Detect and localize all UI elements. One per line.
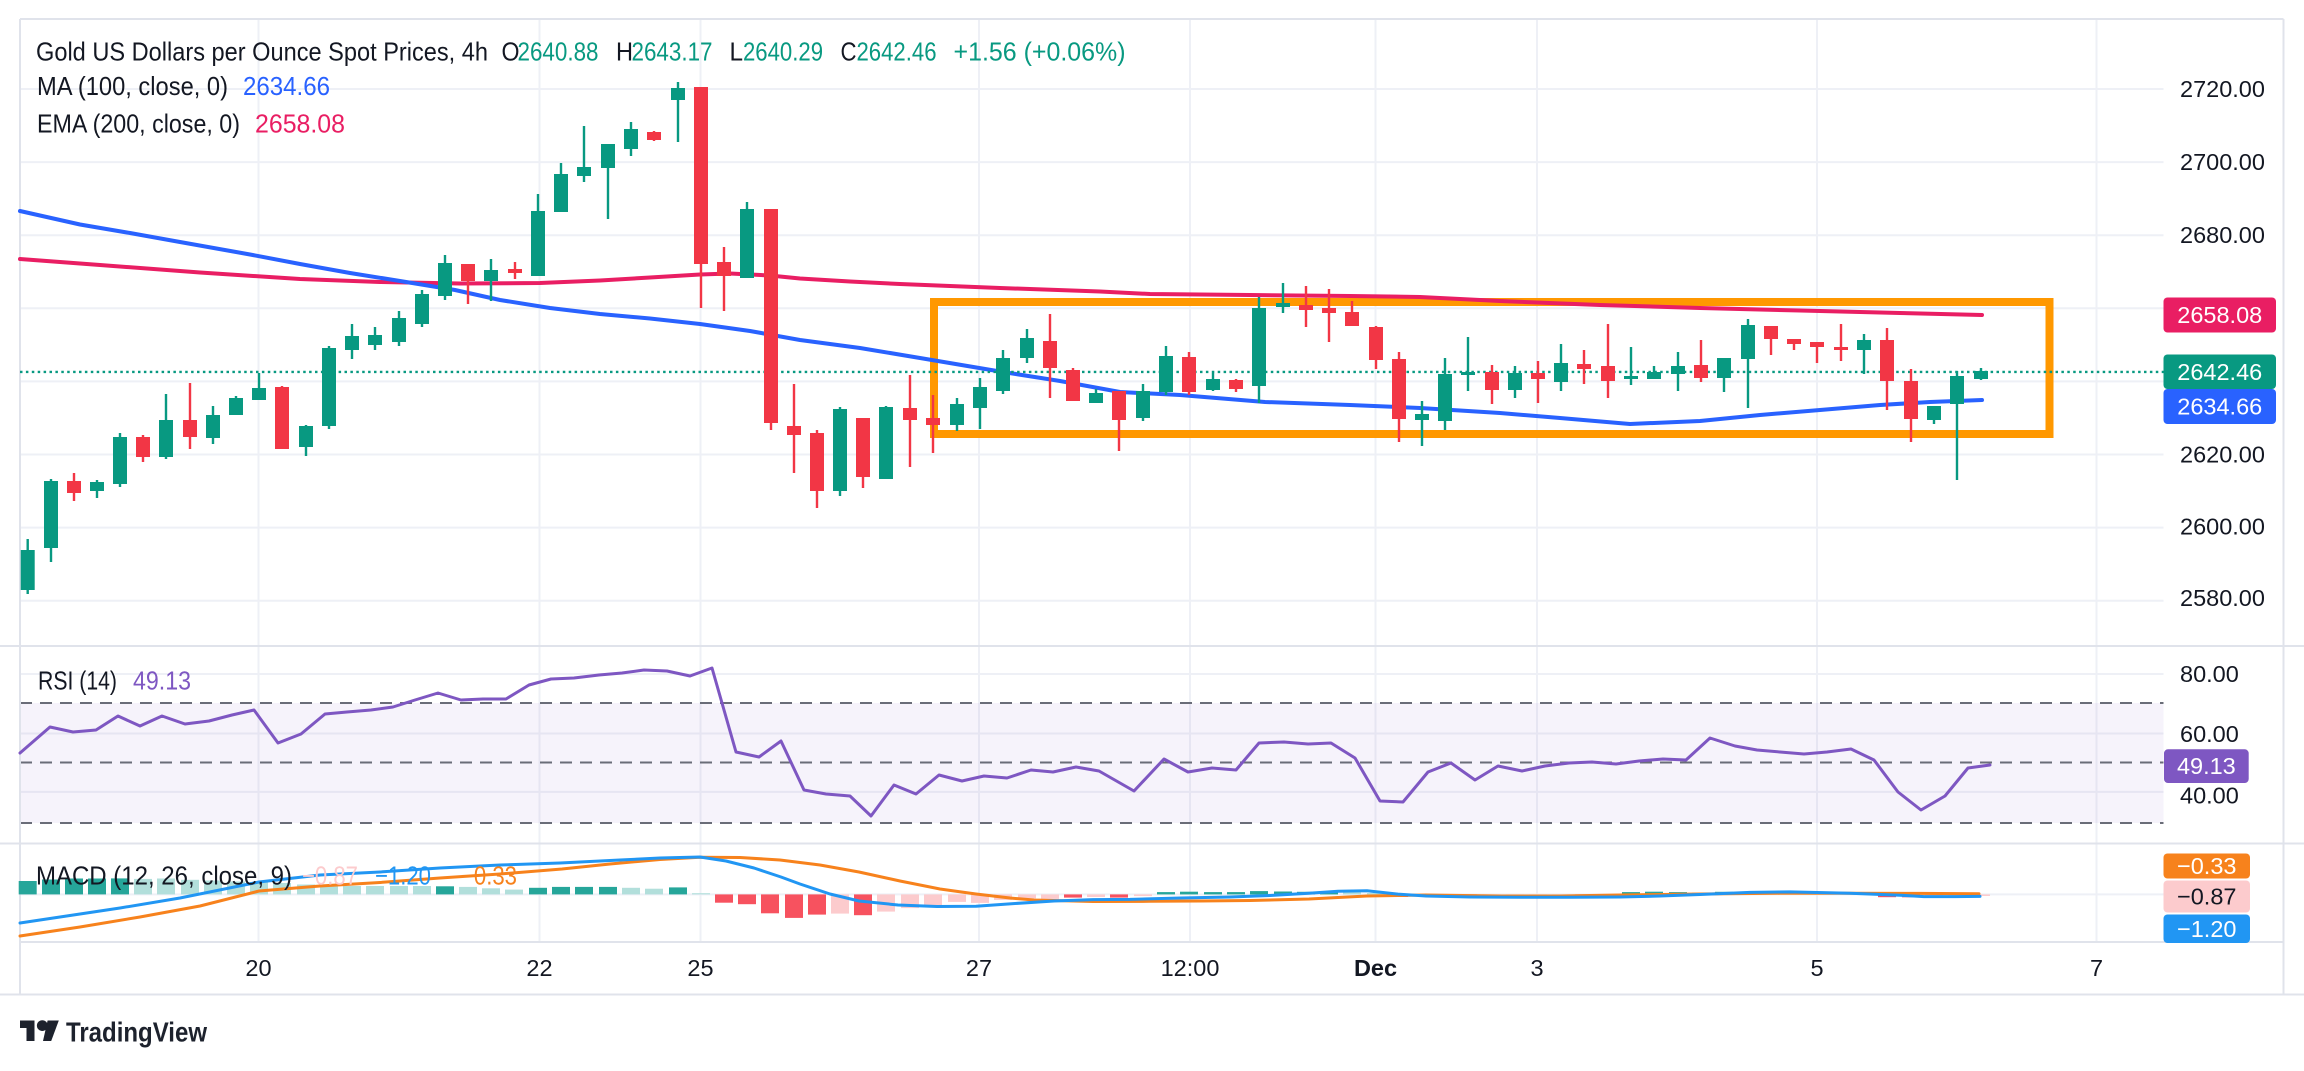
svg-text:2720.00: 2720.00 [2180, 76, 2265, 102]
svg-text:2643.17: 2643.17 [632, 36, 713, 66]
svg-text:Gold US Dollars per Ounce Spot: Gold US Dollars per Ounce Spot Prices, 4… [36, 36, 488, 66]
svg-text:EMA (200, close, 0): EMA (200, close, 0) [37, 109, 240, 139]
svg-text:2634.66: 2634.66 [243, 71, 330, 101]
svg-text:2700.00: 2700.00 [2180, 149, 2265, 175]
svg-text:−0.33: −0.33 [461, 861, 517, 891]
svg-text:Dec: Dec [1354, 955, 1397, 981]
svg-text:2642.46: 2642.46 [2177, 359, 2262, 385]
svg-text:H: H [616, 36, 633, 66]
svg-text:−1.20: −1.20 [2177, 916, 2236, 942]
svg-text:27: 27 [966, 955, 992, 981]
svg-text:2640.88: 2640.88 [518, 36, 599, 66]
svg-text:2640.29: 2640.29 [743, 36, 823, 66]
svg-text:5: 5 [1810, 955, 1823, 981]
svg-text:O: O [502, 36, 520, 66]
svg-text:49.13: 49.13 [2177, 753, 2236, 779]
svg-text:3: 3 [1530, 955, 1543, 981]
svg-text:25: 25 [687, 955, 713, 981]
svg-text:TradingView: TradingView [66, 1017, 207, 1048]
svg-text:+1.56 (+0.06%): +1.56 (+0.06%) [954, 36, 1126, 66]
svg-text:−0.87: −0.87 [2177, 884, 2236, 910]
svg-text:80.00: 80.00 [2180, 661, 2239, 687]
svg-text:2680.00: 2680.00 [2180, 222, 2265, 248]
svg-text:−0.33: −0.33 [2177, 853, 2236, 879]
svg-text:−0.87: −0.87 [302, 861, 358, 891]
svg-text:2642.46: 2642.46 [857, 36, 937, 66]
svg-text:2580.00: 2580.00 [2180, 585, 2265, 611]
svg-text:RSI (14): RSI (14) [38, 666, 117, 696]
svg-text:−1.20: −1.20 [375, 861, 431, 891]
svg-text:C: C [841, 36, 857, 66]
svg-text:2658.08: 2658.08 [255, 109, 345, 139]
svg-text:7: 7 [2090, 955, 2103, 981]
svg-text:40.00: 40.00 [2180, 782, 2239, 808]
svg-text:MA (100, close, 0): MA (100, close, 0) [37, 71, 228, 101]
svg-text:2600.00: 2600.00 [2180, 514, 2265, 540]
svg-text:2658.08: 2658.08 [2177, 302, 2262, 328]
svg-text:2634.66: 2634.66 [2177, 394, 2262, 420]
svg-text:60.00: 60.00 [2180, 721, 2239, 747]
svg-text:L: L [730, 36, 744, 66]
svg-text:MACD (12, 26, close, 9): MACD (12, 26, close, 9) [36, 861, 292, 891]
svg-text:2620.00: 2620.00 [2180, 442, 2265, 468]
svg-text:22: 22 [526, 955, 552, 981]
svg-text:20: 20 [245, 955, 271, 981]
svg-text:12:00: 12:00 [1161, 955, 1220, 981]
svg-text:49.13: 49.13 [133, 666, 191, 696]
